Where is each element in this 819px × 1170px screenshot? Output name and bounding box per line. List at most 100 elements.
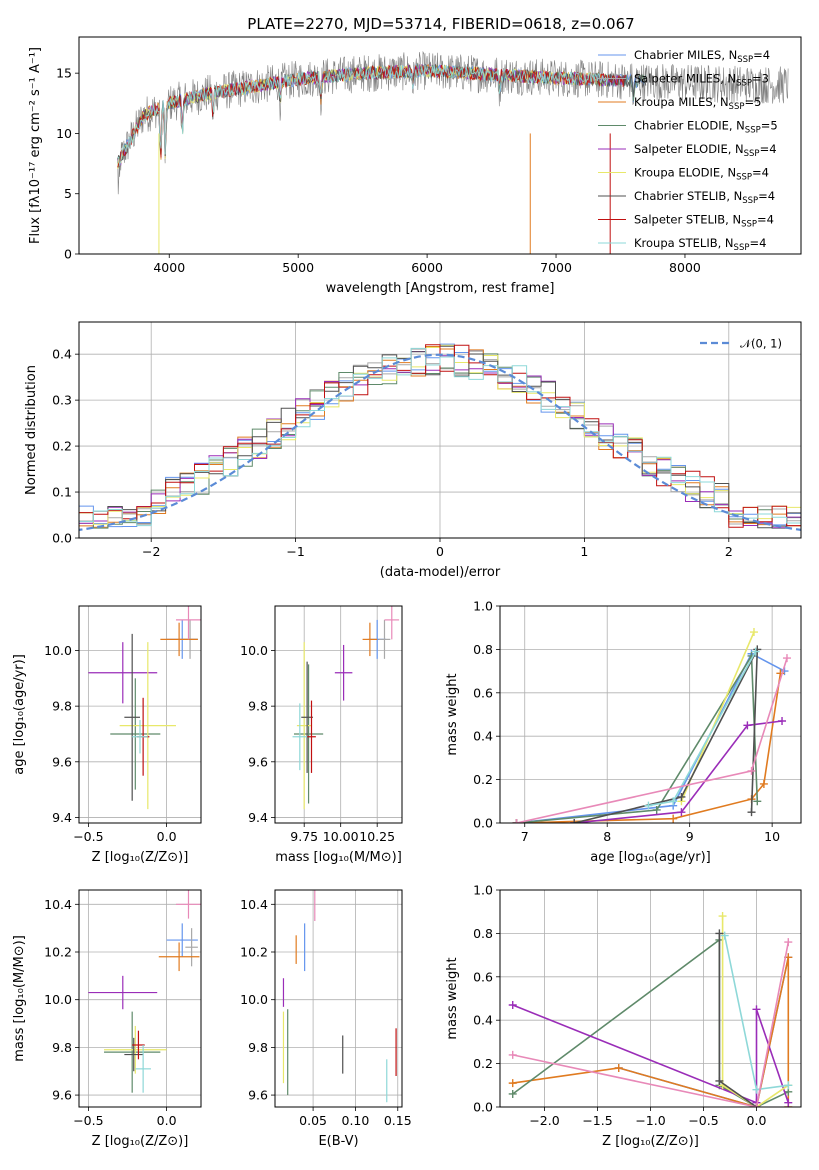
legend-label: Salpeter MILES, N (634, 72, 736, 86)
x-tick-label: 0.0 (157, 829, 177, 844)
mass-weight-marker (644, 801, 653, 810)
mass-weight-marker (715, 1076, 724, 1085)
grid-lines (79, 890, 201, 1107)
mass-weight-marker (718, 912, 727, 921)
x-axis-label: Z [log₁₀(Z/Z⊙)] (92, 1134, 189, 1149)
errorbar-point (88, 642, 158, 704)
mass-weight-marker (751, 647, 760, 656)
mass-weight-marker (669, 814, 678, 823)
axes-frame (499, 889, 802, 1108)
x-tick-label: 4000 (153, 260, 185, 275)
legend-entry: 𝒩(0, 1) (740, 337, 782, 351)
axes-frame (78, 889, 202, 1108)
axes-frame (78, 36, 802, 255)
legend-entry: Chabrier ELODIE, NSSP=5 (634, 119, 778, 136)
legend-suffix: =4 (757, 213, 774, 227)
figure-title: PLATE=2270, MJD=53714, FIBERID=0618, z=0… (247, 15, 634, 33)
x-tick-label: 7000 (540, 260, 572, 275)
y-tick-label: 0.0 (473, 1100, 493, 1115)
mass-weight-marker (652, 805, 661, 814)
legend-suffix: =4 (752, 166, 769, 180)
y-tick-label: 0.2 (52, 439, 72, 454)
legend-entry: Salpeter MILES, NSSP=3 (634, 72, 769, 89)
x-tick-label: −0.5 (73, 829, 103, 844)
y-tick-label: 0.4 (52, 347, 72, 362)
y-tick-label: 9.4 (52, 810, 72, 825)
errorbar-point (378, 619, 391, 659)
x-axis-label: wavelength [Angstrom, rest frame] (326, 281, 555, 296)
mass-weight-line (512, 941, 790, 1107)
legend-suffix: =4 (758, 189, 775, 203)
x-tick-label: 0 (436, 544, 444, 559)
legend-suffix: =4 (760, 142, 777, 156)
errorbar-point (166, 923, 198, 957)
mass-weight-marker (677, 792, 686, 801)
y-tick-label: 9.6 (248, 754, 268, 769)
x-tick-label: 9.75 (290, 829, 318, 844)
legend-label: Salpeter ELODIE, N (634, 142, 744, 156)
mass-vs-metallicity-panel: −0.5 0.0 9.6 9.8 10.0 10.2 10.4 Z [log₁₀(Z/Z⊙)]… (12, 889, 202, 1149)
legend-subscript: SSP (742, 196, 758, 206)
legend-entry: Chabrier STELIB, NSSP=4 (634, 189, 775, 206)
y-axis-label: age [log₁₀(age/yr)] (12, 654, 27, 775)
mass-weight-marker (752, 1005, 761, 1014)
legend-subscript: SSP (745, 126, 761, 136)
legend-entry: Kroupa ELODIE, NSSP=4 (634, 166, 769, 183)
mass-weight-marker (778, 717, 787, 726)
mass-weight-marker (677, 808, 686, 817)
x-tick-label: −2.0 (529, 1113, 559, 1128)
y-tick-label: 9.8 (248, 699, 268, 714)
x-tick-label: 8 (603, 829, 611, 844)
massweight-vs-metallicity-panel: −2.0 −1.5 −1.0 −0.5 0.0 0.0 0.2 0.4 0.6 0.8 1.0 Z [… (445, 883, 802, 1149)
plot-area (292, 606, 400, 810)
x-tick-label: 0.0 (157, 1113, 177, 1128)
mass-weight-marker (508, 1050, 517, 1059)
errorbar-point (119, 642, 176, 810)
x-tick-label: 0.0 (747, 1113, 767, 1128)
y-axis-label: mass [log₁₀(M/M⊙)] (12, 935, 27, 1062)
x-tick-label: −1.0 (635, 1113, 665, 1128)
plot-area (88, 606, 201, 810)
y-tick-label: 0.6 (473, 685, 493, 700)
x-tick-label: 1 (580, 544, 588, 559)
x-axis-label: (data-model)/error (380, 565, 501, 580)
mass-weight-line (512, 1004, 790, 1104)
errorbar-point (135, 1045, 151, 1093)
spectrum-panel: 4000 5000 6000 7000 8000 0 5 10 15 wavelength [An… (28, 36, 802, 296)
y-tick-label: 9.8 (248, 1040, 268, 1055)
legend-subscript: SSP (741, 220, 757, 230)
legend-label: Kroupa STELIB, N (634, 236, 734, 250)
y-axis-label: mass weight (445, 957, 460, 1039)
mass-weight-line (574, 649, 759, 823)
axes-frame (78, 321, 802, 539)
errorbar-point (158, 942, 200, 972)
plot-area (117, 50, 789, 254)
y-tick-label: 1.0 (473, 883, 493, 898)
errorbar-point (185, 928, 198, 967)
y-tick-label: 9.8 (52, 1040, 72, 1055)
axes-frame (274, 889, 403, 1108)
errorbar-point (334, 644, 353, 701)
legend-subscript: SSP (744, 149, 760, 159)
mass-weight-marker (669, 797, 678, 806)
errorbar-point (175, 890, 201, 919)
x-tick-label: 10 (764, 829, 780, 844)
x-tick-label: 6000 (411, 260, 443, 275)
residual-histogram (79, 347, 801, 527)
y-tick-label: 9.4 (248, 810, 268, 825)
massweight-vs-age-panel: 7 8 9 10 0.0 0.2 0.4 0.6 0.8 1.0 age [log₁₀(age/yr… (445, 599, 802, 865)
y-tick-label: 15 (56, 66, 72, 81)
y-axis-label: Flux [fλ10⁻¹⁷ erg cm⁻² s⁻¹ A⁻¹] (28, 47, 43, 244)
plot-area (282, 890, 397, 1103)
legend-entry: Salpeter ELODIE, NSSP=4 (634, 142, 777, 159)
legend-subscript: SSP (729, 102, 745, 112)
errorbar-point (110, 678, 161, 790)
legend-subscript: SSP (737, 55, 753, 65)
mass-weight-marker (570, 819, 579, 823)
plot-area (512, 628, 791, 823)
y-tick-label: 10.0 (240, 643, 268, 658)
x-tick-label: −0.5 (73, 1113, 103, 1128)
mass-weight-marker (784, 1081, 793, 1090)
y-tick-label: 9.6 (52, 1088, 72, 1103)
